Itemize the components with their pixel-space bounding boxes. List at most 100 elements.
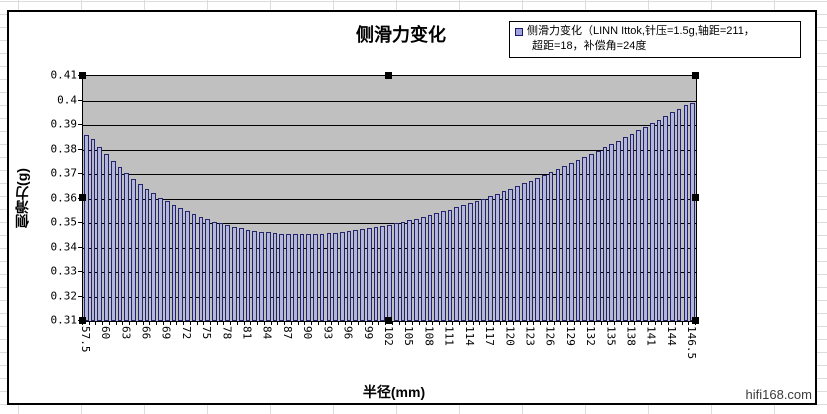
bar[interactable] xyxy=(521,183,527,321)
bar[interactable] xyxy=(245,229,251,321)
bar[interactable] xyxy=(104,153,109,321)
bar[interactable] xyxy=(353,230,359,321)
bar[interactable] xyxy=(569,163,574,321)
bar[interactable] xyxy=(461,205,466,321)
bar[interactable] xyxy=(474,200,480,321)
bar[interactable] xyxy=(528,180,534,321)
bar[interactable] xyxy=(548,172,554,321)
selection-handle[interactable] xyxy=(691,194,699,201)
bar[interactable] xyxy=(110,160,116,321)
bar[interactable] xyxy=(292,234,298,321)
bar[interactable] xyxy=(582,157,588,321)
bar[interactable] xyxy=(447,209,453,321)
bar[interactable] xyxy=(676,108,682,321)
selection-handle[interactable] xyxy=(691,71,699,79)
bar[interactable] xyxy=(191,214,197,321)
bar[interactable] xyxy=(178,208,183,321)
selection-handle[interactable] xyxy=(385,71,392,79)
bar[interactable] xyxy=(481,198,487,321)
bar[interactable] xyxy=(131,178,136,321)
bar[interactable] xyxy=(622,137,628,321)
bar[interactable] xyxy=(562,166,567,321)
bar[interactable] xyxy=(238,228,244,321)
selection-handle[interactable] xyxy=(78,316,86,324)
bar[interactable] xyxy=(454,207,460,321)
legend[interactable]: 侧滑力变化（LINN Ittok,针压=1.5g,轴距=211， 超距=18，补… xyxy=(509,21,801,58)
bar[interactable] xyxy=(90,138,96,321)
bar[interactable] xyxy=(272,233,278,321)
bar[interactable] xyxy=(380,225,386,321)
bar[interactable] xyxy=(589,153,594,321)
bar[interactable] xyxy=(306,234,311,321)
bar[interactable] xyxy=(414,218,419,321)
bar[interactable] xyxy=(616,140,621,321)
chart-area[interactable]: 侧滑力变化 侧滑力变化（LINN Ittok,针压=1.5g,轴距=211， 超… xyxy=(7,10,817,405)
selection-handle[interactable] xyxy=(78,194,86,201)
bar[interactable] xyxy=(211,221,217,321)
bar[interactable] xyxy=(535,177,541,321)
bar[interactable] xyxy=(299,234,305,321)
bar[interactable] xyxy=(360,229,365,321)
bar[interactable] xyxy=(508,188,514,321)
bar[interactable] xyxy=(629,133,635,321)
bar[interactable] xyxy=(393,223,399,321)
bar[interactable] xyxy=(185,211,190,321)
bar[interactable] xyxy=(387,224,392,321)
bar[interactable] xyxy=(636,130,642,321)
bar[interactable] xyxy=(488,196,493,321)
bar[interactable] xyxy=(346,231,352,321)
bar[interactable] xyxy=(124,173,130,321)
bar[interactable] xyxy=(656,119,662,321)
bar[interactable] xyxy=(467,203,473,321)
bar[interactable] xyxy=(198,216,204,321)
bar[interactable] xyxy=(494,193,500,321)
bar[interactable] xyxy=(137,183,143,321)
selection-handle[interactable] xyxy=(385,316,392,324)
bar[interactable] xyxy=(333,232,338,321)
bar[interactable] xyxy=(151,193,157,321)
bar[interactable] xyxy=(501,191,507,321)
bar[interactable] xyxy=(259,231,264,321)
bar[interactable] xyxy=(400,221,406,321)
bar[interactable] xyxy=(407,220,413,321)
bar[interactable] xyxy=(164,201,170,321)
selection-handle[interactable] xyxy=(691,316,699,324)
bar[interactable] xyxy=(171,205,177,321)
bar[interactable] xyxy=(649,123,655,321)
bar[interactable] xyxy=(326,233,332,321)
bar[interactable] xyxy=(683,104,689,321)
plot-area[interactable] xyxy=(82,75,697,322)
bar[interactable] xyxy=(265,232,271,321)
bar[interactable] xyxy=(225,225,231,321)
bar[interactable] xyxy=(441,211,446,321)
bar[interactable] xyxy=(218,223,224,321)
bar[interactable] xyxy=(643,126,648,321)
bar[interactable] xyxy=(117,167,123,321)
bar[interactable] xyxy=(427,215,433,321)
bar[interactable] xyxy=(252,230,258,321)
bar[interactable] xyxy=(602,147,608,321)
bar[interactable] xyxy=(663,116,668,321)
bar[interactable] xyxy=(205,219,210,321)
bar[interactable] xyxy=(542,174,547,321)
bar[interactable] xyxy=(97,146,103,321)
bar[interactable] xyxy=(555,169,561,321)
bar[interactable] xyxy=(690,102,695,321)
bar[interactable] xyxy=(339,232,345,321)
bar[interactable] xyxy=(595,150,601,321)
bar[interactable] xyxy=(319,233,325,321)
bar[interactable] xyxy=(420,216,426,321)
bar[interactable] xyxy=(158,197,163,321)
bar[interactable] xyxy=(366,228,372,321)
bar[interactable] xyxy=(670,112,675,321)
selection-handle[interactable] xyxy=(78,71,86,79)
bar[interactable] xyxy=(609,144,615,321)
bar[interactable] xyxy=(84,134,89,321)
bar[interactable] xyxy=(434,213,439,321)
bar[interactable] xyxy=(279,233,285,321)
bar[interactable] xyxy=(232,226,237,321)
bar[interactable] xyxy=(286,233,291,321)
bar[interactable] xyxy=(575,160,581,321)
bar[interactable] xyxy=(373,227,379,321)
bar[interactable] xyxy=(515,186,520,321)
